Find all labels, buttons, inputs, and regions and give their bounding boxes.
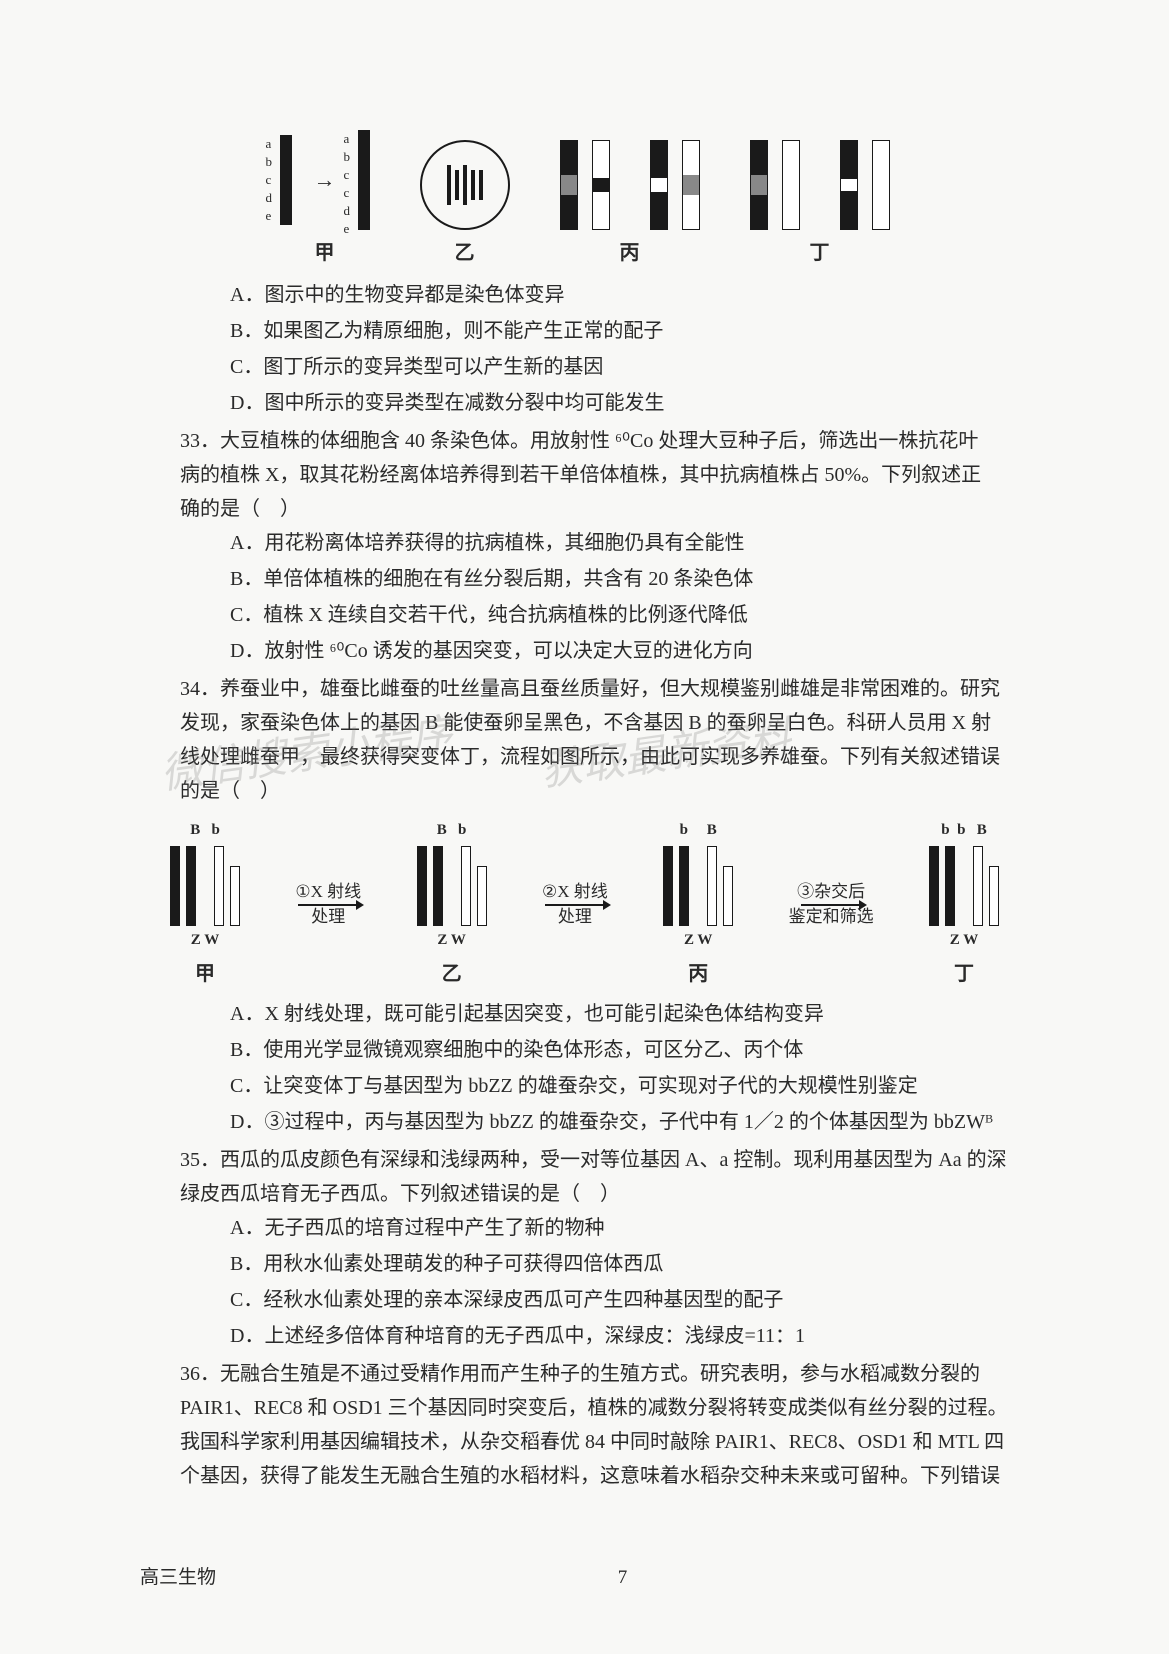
q36-line3: 我国科学家利用基因编辑技术，从杂交稻春优 84 中同时敲除 PAIR1、REC8…	[180, 1425, 1029, 1459]
q35-stem: 35．西瓜的瓜皮颜色有深绿和浅绿两种，受一对等位基因 A、a 控制。现利用基因型…	[140, 1143, 1029, 1211]
seg-chrom-2	[592, 140, 610, 230]
q32-opt-a: A．图示中的生物变异都是染色体变异	[230, 278, 1029, 312]
arrow-icon: →	[314, 161, 336, 198]
seg-chrom-1	[560, 140, 578, 230]
step1-arrow: ①X 射线 处理	[295, 881, 361, 927]
b-label-3: b B	[680, 818, 717, 844]
fig-label-bing: 丙	[620, 236, 640, 270]
q32-opt-b: B．如果图乙为精原细胞，则不能产生正常的配子	[230, 314, 1029, 348]
seg-chrom-6	[782, 140, 800, 230]
q34-opt-c: C．让突变体丁与基因型为 bbZZ 的雄蚕杂交，可实现对子代的大规模性别鉴定	[230, 1069, 1029, 1103]
step1-top: ①X 射线	[295, 881, 361, 903]
caption-jia: 甲	[195, 957, 215, 991]
q36-stem: 36．无融合生殖是不通过受精作用而产生种子的生殖方式。研究表明，参与水稻减数分裂…	[140, 1357, 1029, 1493]
fig-label-ding: 丁	[810, 236, 830, 270]
fig-ding: 丁	[750, 140, 890, 270]
q36-line2: PAIR1、REC8 和 OSD1 三个基因同时突变后，植株的减数分裂将转变成类…	[180, 1391, 1029, 1425]
fig2-bing: b B Z W 丙	[663, 818, 733, 991]
step3-arrow: ③杂交后 鉴定和筛选	[789, 881, 874, 927]
q34-line2: 发现，家蚕染色体上的基因 B 能使蚕卵呈黑色，不含基因 B 的蚕卵呈白色。科研人…	[180, 706, 1029, 740]
q33-line3: 确的是（ ）	[180, 492, 1029, 526]
b-label-4: b b B	[941, 818, 986, 844]
seg-chrom-3	[650, 140, 668, 230]
figure-q34: B b Z W 甲 ①X 射线 处理 B b Z W 乙	[170, 818, 999, 991]
q34-options: A．X 射线处理，既可能引起基因突变，也可能引起染色体结构变异 B．使用光学显微…	[140, 997, 1029, 1139]
gene-labels-right: abccde	[344, 130, 351, 238]
step2-top: ②X 射线	[542, 881, 608, 903]
fig2-ding: b b B Z W 丁	[929, 818, 999, 991]
q34-stem: 34．养蚕业中，雄蚕比雌蚕的吐丝量高且蚕丝质量好，但大规模鉴别雌雄是非常困难的。…	[140, 672, 1029, 808]
q33-opt-c: C．植株 X 连续自交若干代，纯合抗病植株的比例逐代降低	[230, 598, 1029, 632]
q33-opt-a: A．用花粉离体培养获得的抗病植株，其细胞仍具有全能性	[230, 526, 1029, 560]
fig-bing: 丙	[560, 140, 700, 270]
seg-chrom-7	[840, 140, 858, 230]
fig2-yi: B b Z W 乙	[417, 818, 487, 991]
step3-top: ③杂交后	[797, 881, 865, 903]
step1-bot: 处理	[311, 906, 345, 928]
page-footer: 高三生物 7	[140, 1562, 1029, 1594]
q34-line3: 线处理雌蚕甲，最终获得突变体丁，流程如图所示，由此可实现多养雄蚕。下列有关叙述错…	[180, 740, 1029, 774]
fig-label-yi: 乙	[455, 236, 475, 270]
q32-opt-d: D．图中所示的变异类型在减数分裂中均可能发生	[230, 386, 1029, 420]
step2-bot: 处理	[558, 906, 592, 928]
gene-labels-left: abcde	[266, 135, 273, 225]
b-label-2: B b	[437, 818, 467, 844]
cell-circle	[420, 140, 510, 230]
seg-chrom-4	[682, 140, 700, 230]
q35-opt-c: C．经秋水仙素处理的亲本深绿皮西瓜可产生四种基因型的配子	[230, 1283, 1029, 1317]
zw-label-4: Z W	[950, 928, 978, 954]
q33-opt-d: D．放射性 ⁶⁰Co 诱发的基因突变，可以决定大豆的进化方向	[230, 634, 1029, 668]
q33-stem: 33．大豆植株的体细胞含 40 条染色体。用放射性 ⁶⁰Co 处理大豆种子后，筛…	[140, 424, 1029, 526]
q33-opt-b: B．单倍体植株的细胞在有丝分裂后期，共含有 20 条染色体	[230, 562, 1029, 596]
q33-line2: 病的植株 X，取其花粉经离体培养得到若干单倍体植株，其中抗病植株占 50%。下列…	[180, 458, 1029, 492]
b-label: B b	[190, 818, 220, 844]
chrom-right: abccde	[358, 130, 370, 230]
q33-line1: 33．大豆植株的体细胞含 40 条染色体。用放射性 ⁶⁰Co 处理大豆种子后，筛…	[180, 424, 1029, 458]
q34-line1: 34．养蚕业中，雄蚕比雌蚕的吐丝量高且蚕丝质量好，但大规模鉴别雌雄是非常困难的。…	[180, 672, 1029, 706]
q34-opt-d: D．③过程中，丙与基因型为 bbZZ 的雄蚕杂交，子代中有 1／2 的个体基因型…	[230, 1105, 1029, 1139]
fig2-jia: B b Z W 甲	[170, 818, 240, 991]
q35-opt-a: A．无子西瓜的培育过程中产生了新的物种	[230, 1211, 1029, 1245]
q32-options: A．图示中的生物变异都是染色体变异 B．如果图乙为精原细胞，则不能产生正常的配子…	[140, 278, 1029, 420]
fig-yi: 乙	[420, 140, 510, 270]
q36-line1: 36．无融合生殖是不通过受精作用而产生种子的生殖方式。研究表明，参与水稻减数分裂…	[180, 1357, 1029, 1391]
footer-subject: 高三生物	[140, 1562, 216, 1594]
zw-label-2: Z W	[437, 928, 465, 954]
seg-chrom-5	[750, 140, 768, 230]
q35-opt-b: B．用秋水仙素处理萌发的种子可获得四倍体西瓜	[230, 1247, 1029, 1281]
q34-opt-a: A．X 射线处理，既可能引起基因突变，也可能引起染色体结构变异	[230, 997, 1029, 1031]
q34-opt-b: B．使用光学显微镜观察细胞中的染色体形态，可区分乙、丙个体	[230, 1033, 1029, 1067]
q33-options: A．用花粉离体培养获得的抗病植株，其细胞仍具有全能性 B．单倍体植株的细胞在有丝…	[140, 526, 1029, 668]
q36-line4: 个基因，获得了能发生无融合生殖的水稻材料，这意味着水稻杂交种未来或可留种。下列错…	[180, 1459, 1029, 1493]
footer-page: 7	[216, 1562, 1029, 1594]
fig-label-jia: 甲	[315, 236, 335, 270]
zw-label-3: Z W	[684, 928, 712, 954]
chrom-left: abcde	[280, 135, 292, 225]
seg-chrom-8	[872, 140, 890, 230]
zw-label-1: Z W	[191, 928, 219, 954]
q35-opt-d: D．上述经多倍体育种培育的无子西瓜中，深绿皮：浅绿皮=11：1	[230, 1319, 1029, 1353]
caption-bing: 丙	[688, 957, 708, 991]
fig-jia: abcde → abccde 甲	[280, 130, 370, 270]
q34-line4: 的是（ ）	[180, 774, 1029, 808]
step2-arrow: ②X 射线 处理	[542, 881, 608, 927]
caption-ding: 丁	[954, 957, 974, 991]
figure-q32: abcde → abccde 甲 乙 丙	[140, 130, 1029, 270]
q35-line2: 绿皮西瓜培育无子西瓜。下列叙述错误的是（ ）	[180, 1177, 1029, 1211]
q32-opt-c: C．图丁所示的变异类型可以产生新的基因	[230, 350, 1029, 384]
caption-yi: 乙	[442, 957, 462, 991]
q35-options: A．无子西瓜的培育过程中产生了新的物种 B．用秋水仙素处理萌发的种子可获得四倍体…	[140, 1211, 1029, 1353]
q35-line1: 35．西瓜的瓜皮颜色有深绿和浅绿两种，受一对等位基因 A、a 控制。现利用基因型…	[180, 1143, 1029, 1177]
